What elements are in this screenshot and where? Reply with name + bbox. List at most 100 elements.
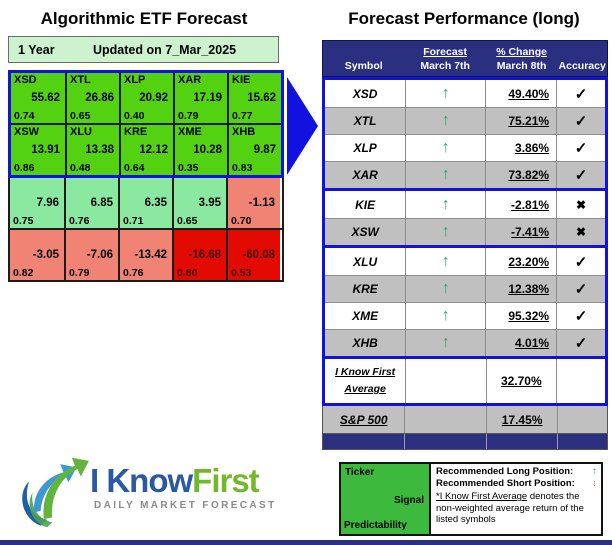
cell-ticker [177,179,223,191]
cell-predictability: 0.75 [13,215,34,227]
heatmap-row: -3.05 0.82 -7.06 0.79 -13.42 0.76 -16.68 0.8… [10,228,282,280]
heatmap-cell: KIE 15.62 0.77 [227,73,281,123]
cell-signal: -7.06 [86,249,113,261]
heatmap-cell: XME 10.28 0.35 [173,125,227,175]
row-symbol: XLU [353,254,378,269]
legend-up-arrow-icon: ↑ [592,466,597,477]
cell-signal: 17.19 [193,92,222,104]
cell-signal: 15.62 [247,92,276,104]
legend-description: Recommended Long Position: ↑ Recommended … [431,464,601,534]
cell-ticker: XLU [70,126,92,138]
row-change: 73.82% [485,162,556,188]
row-symbol: XAR [352,168,378,182]
header-accuracy: Accuracy [558,60,606,72]
forecast-updated-date: Updated on 7_Mar_2025 [93,42,237,57]
bottom-bar [0,540,612,545]
cell-predictability: 0.65 [177,215,198,227]
heatmap-cell: XLU 13.38 0.48 [65,125,119,175]
heatmap-cell: -60.08 0.53 [226,230,280,280]
cell-signal: 6.35 [144,197,167,209]
up-arrow-icon: ↑ [405,135,485,161]
heatmap-cell: XSD 55.62 0.74 [11,73,65,123]
cell-signal: 55.62 [31,92,60,104]
cell-predictability: 0.76 [123,267,144,279]
cell-ticker: XHB [232,126,256,138]
heatmap-row: XSD 55.62 0.74 XTL 26.86 0.65 XLP 20.92 0.40 X… [11,73,281,123]
cell-predictability: 0.70 [231,215,252,227]
cell-signal: 6.85 [90,197,113,209]
cell-signal: 10.28 [193,144,222,156]
heatmap-cell: -7.06 0.79 [64,230,118,280]
cell-predictability: 0.83 [232,162,253,174]
up-arrow-icon: ↑ [405,330,485,356]
heatmap-cell: XSW 13.91 0.86 [11,125,65,175]
cell-signal: -1.13 [248,197,275,209]
average-forecast-cell [405,359,485,403]
check-icon: ✓ [556,135,605,161]
cell-predictability: 0.48 [70,162,91,174]
legend-signal-label: Signal [393,495,424,506]
cell-ticker [123,231,169,243]
benchmark-forecast-cell [404,406,485,433]
cell-signal: 7.96 [36,197,59,209]
cell-ticker: XTL [70,74,91,86]
check-icon: ✓ [556,303,605,329]
left-table-title: Algorithmic ETF Forecast [40,9,248,28]
right-table-title: Forecast Performance (long) [348,9,580,28]
performance-group-2: KIE ↑ -2.81% ✖ XSW ↑ -7.41% ✖ [325,188,605,245]
row-change: -2.81% [485,191,556,218]
cell-ticker [177,231,223,243]
cell-predictability: 0.76 [69,215,90,227]
legend-note: *I Know First Average denotes the non-we… [436,491,584,526]
row-symbol: XTL [353,114,377,128]
cell-predictability: 0.64 [124,162,145,174]
legend-ticker-label: Ticker [345,467,375,478]
cell-signal: 13.38 [85,144,114,156]
heatmap-lower-group: 7.96 0.75 6.85 0.76 6.35 0.71 3.95 0.65 -1.1… [8,178,284,282]
up-arrow-icon: ↑ [405,80,485,107]
benchmark-row: S&P 500 17.45% [322,406,608,434]
cell-signal: 9.87 [253,144,276,156]
logo-tagline: DAILY MARKET FORECAST [94,500,277,511]
cell-predictability: 0.40 [124,110,145,122]
table-row: XAR ↑ 73.82% ✓ [325,161,605,188]
benchmark-accuracy-cell [557,406,607,433]
row-change: 75.21% [485,108,556,134]
cell-ticker: XSD [14,74,37,86]
cell-ticker: XLP [124,74,146,86]
performance-group-1: XSD ↑ 49.40% ✓ XTL ↑ 75.21% ✓ XLP ↑ 3.86% ✓ XAR ↑ 7… [325,80,605,188]
check-icon: ✓ [556,162,605,188]
cell-predictability: 0.80 [177,267,198,279]
cell-predictability: 0.77 [232,110,253,122]
row-symbol: XHB [352,336,378,350]
row-symbol: KRE [352,282,378,296]
cell-ticker: KRE [124,126,148,138]
cell-predictability: 0.65 [70,110,91,122]
cell-ticker: KIE [232,74,251,86]
up-arrow-icon: ↑ [405,191,485,218]
table-footer-bar [322,434,608,450]
cell-ticker [231,231,277,243]
header-forecast: Forecast March 7th [420,46,470,72]
heatmap-cell: -1.13 0.70 [226,178,280,228]
legend-down-arrow-icon: ↓ [592,477,597,489]
cell-predictability: 0.86 [14,162,35,174]
up-arrow-icon: ↑ [405,219,485,245]
cell-ticker [69,179,115,191]
cell-ticker [13,179,61,191]
average-row: I Know First Average 32.70% [325,359,605,403]
cell-ticker [123,179,169,191]
heatmap-cell: XHB 9.87 0.83 [227,125,281,175]
table-row: XME ↑ 95.32% ✓ [325,302,605,329]
header-symbol: Symbol [344,60,383,72]
cell-signal: -3.05 [32,249,59,261]
forecast-horizon: 1 Year [18,42,55,57]
cell-ticker [231,179,277,191]
cell-signal: 12.12 [139,144,168,156]
cell-ticker [13,231,61,243]
check-icon: ✓ [556,108,605,134]
check-icon: ✓ [556,80,605,107]
heatmap-cell: 6.35 0.71 [118,178,172,228]
heatmap-cell: XLP 20.92 0.40 [119,73,173,123]
row-change: 23.20% [485,248,556,275]
